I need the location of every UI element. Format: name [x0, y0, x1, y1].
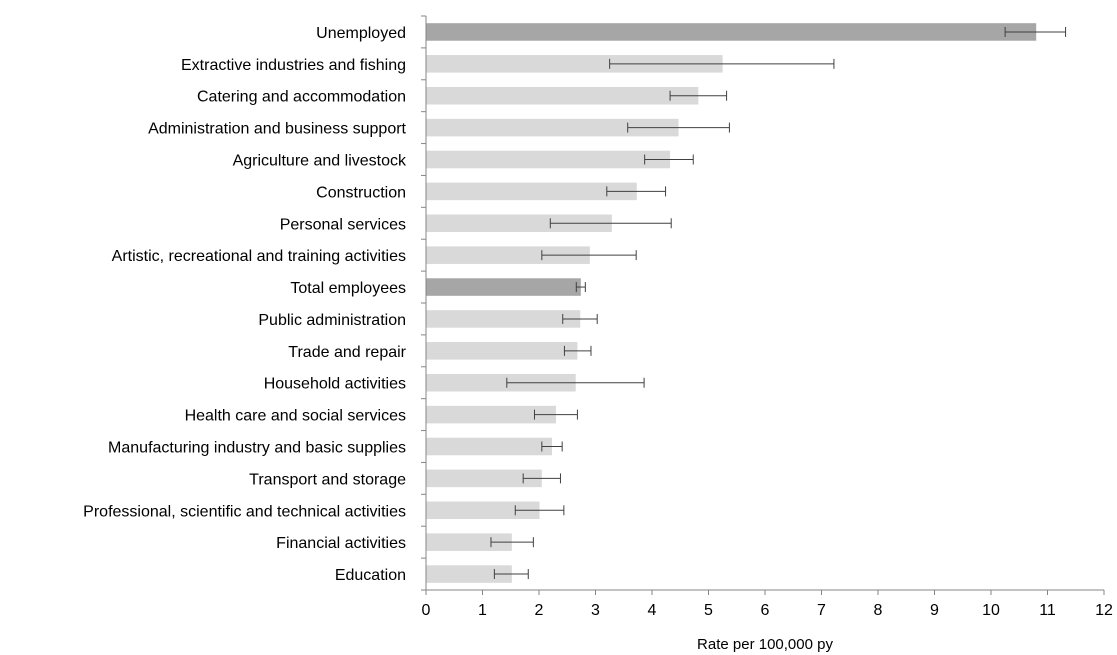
bar-total-employees	[426, 278, 581, 296]
x-tick-label: 1	[478, 602, 487, 619]
category-label-total-employees: Total employees	[290, 280, 406, 297]
x-tick-label: 5	[704, 602, 713, 619]
category-label-public-administration: Public administration	[258, 312, 406, 329]
x-tick-label: 12	[1095, 602, 1113, 619]
bar-health-care-and-social-services	[426, 405, 556, 424]
bar-personal-services	[426, 214, 612, 233]
category-label-manufacturing-industry-and-basic-supplies: Manufacturing industry and basic supplie…	[108, 440, 406, 457]
category-label-transport-and-storage: Transport and storage	[249, 471, 406, 488]
bar-administration-and-business-support	[426, 118, 679, 137]
category-label-education: Education	[335, 567, 406, 584]
category-label-administration-and-business-support: Administration and business support	[148, 121, 406, 138]
bar-unemployed	[426, 23, 1037, 41]
bar-catering-and-accommodation	[426, 86, 699, 105]
category-label-trade-and-repair: Trade and repair	[288, 344, 406, 361]
bars-layer	[426, 23, 1037, 583]
category-label-financial-activities: Financial activities	[276, 535, 406, 552]
x-tick-label: 10	[982, 602, 1000, 619]
x-tick-label: 9	[930, 602, 939, 619]
x-tick-label: 0	[422, 602, 431, 619]
category-label-artistic-recreational-and-training-activities: Artistic, recreational and training acti…	[112, 248, 406, 265]
bar-transport-and-storage	[426, 469, 542, 488]
x-tick-label: 11	[1039, 602, 1056, 619]
bar-household-activities	[426, 373, 576, 392]
category-label-professional-scientific-and-technical-activities: Professional, scientific and technical a…	[83, 503, 406, 520]
error-bars-layer	[490, 26, 1067, 580]
category-label-health-care-and-social-services: Health care and social services	[185, 408, 406, 425]
category-label-household-activities: Household activities	[264, 376, 406, 393]
bar-professional-scientific-and-technical-activities	[426, 501, 540, 520]
x-tick-label: 2	[535, 602, 544, 619]
x-axis-title: Rate per 100,000 py	[697, 636, 833, 653]
category-label-agriculture-and-livestock: Agriculture and livestock	[233, 153, 407, 170]
axes-layer: 0 1 2 3 4 5 6 7 8 9 10 11 12	[421, 15, 1113, 619]
x-tick-label: 8	[874, 602, 883, 619]
bar-artistic-recreational-and-training-activities	[426, 246, 590, 264]
bar-financial-activities	[426, 533, 512, 551]
category-label-extractive-industries-and-fishing: Extractive industries and fishing	[181, 57, 406, 74]
bar-agriculture-and-livestock	[426, 150, 671, 169]
x-tick-label: 6	[761, 602, 770, 619]
category-labels-layer: Unemployed Extractive industries and fish…	[83, 25, 407, 584]
category-label-catering-and-accommodation: Catering and accommodation	[197, 89, 406, 106]
category-label-personal-services: Personal services	[280, 216, 406, 233]
x-tick-label: 3	[591, 602, 600, 619]
bar-extractive-industries-and-fishing	[426, 55, 723, 73]
bar-construction	[426, 182, 637, 201]
category-label-construction: Construction	[316, 184, 406, 201]
bar-manufacturing-industry-and-basic-supplies	[426, 437, 552, 456]
bar-trade-and-repair	[426, 342, 578, 360]
x-tick-label: 4	[648, 602, 657, 619]
x-tick-label: 7	[817, 602, 826, 619]
category-label-unemployed: Unemployed	[316, 25, 406, 42]
bar-public-administration	[426, 310, 581, 328]
bar-education	[426, 565, 512, 583]
